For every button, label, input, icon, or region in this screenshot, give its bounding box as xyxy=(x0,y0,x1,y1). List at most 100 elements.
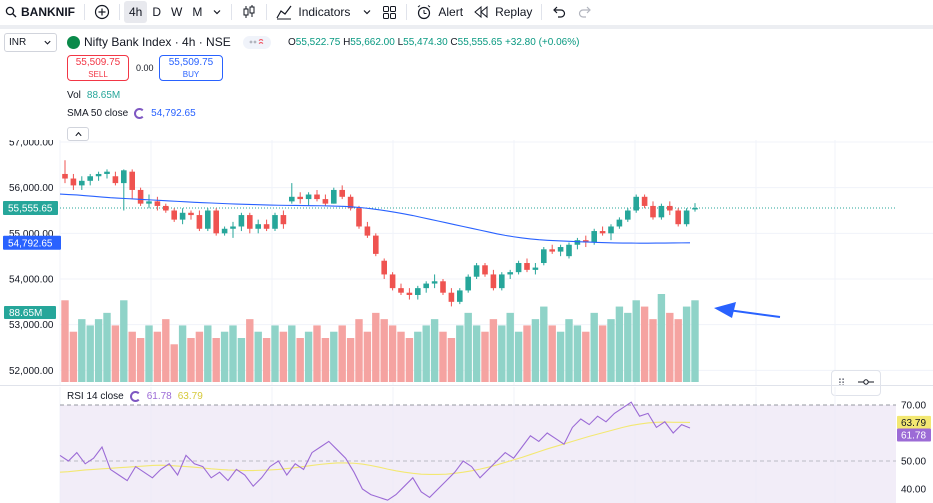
candle xyxy=(608,224,614,241)
volume-bar xyxy=(86,325,94,382)
search-icon xyxy=(5,6,17,18)
replay-button[interactable]: Replay xyxy=(468,1,537,23)
volume-bar xyxy=(136,338,145,382)
volume-bar xyxy=(145,325,153,382)
templates-button[interactable] xyxy=(377,1,402,23)
volume-bar xyxy=(430,319,439,382)
rsi-tag-bg xyxy=(897,428,931,442)
candle-body xyxy=(146,201,152,204)
candle xyxy=(465,274,471,293)
candle xyxy=(431,274,438,289)
candle-body xyxy=(154,201,161,206)
indicators-button[interactable]: Indicators xyxy=(271,1,377,23)
rsi-tag: 61.78 xyxy=(897,428,931,442)
interval-m[interactable]: M xyxy=(192,5,203,19)
candle-body xyxy=(331,189,337,204)
candle xyxy=(272,212,278,232)
candle xyxy=(230,221,236,238)
candle-body xyxy=(339,189,345,197)
volume-bar xyxy=(649,319,657,382)
candle xyxy=(423,281,429,293)
volume-bar xyxy=(498,325,506,382)
volume-bar xyxy=(346,338,355,382)
candle-body xyxy=(482,265,488,275)
volume-bar xyxy=(598,325,607,382)
candle-body xyxy=(549,249,555,252)
candle-body xyxy=(591,231,597,243)
rsi-legend[interactable]: RSI 14 close 61.78 63.79 xyxy=(67,391,203,402)
undo-button[interactable] xyxy=(546,1,572,23)
visibility-toggle-icon[interactable] xyxy=(242,35,271,49)
volume-bar xyxy=(666,312,674,382)
replay-label: Replay xyxy=(495,5,533,19)
loading-icon xyxy=(134,108,146,119)
candle-body xyxy=(406,292,413,295)
buy-button[interactable]: 55,509.75 BUY xyxy=(159,55,223,81)
rsi-value: 61.78 xyxy=(146,391,172,402)
price-tick-label: 54,000.00 xyxy=(9,275,54,286)
interval-dropdown[interactable] xyxy=(207,1,227,23)
volume-bar xyxy=(573,325,582,382)
volume-bar xyxy=(640,306,649,382)
candle-body xyxy=(163,205,169,211)
candle xyxy=(104,169,110,179)
loading-icon xyxy=(129,391,141,402)
candle-body xyxy=(364,226,371,236)
arrow-shaft xyxy=(727,309,781,318)
volume-bar xyxy=(632,300,640,382)
add-symbol-icon xyxy=(94,4,110,20)
sell-button[interactable]: 55,509.75 SELL xyxy=(67,55,129,81)
alert-button[interactable]: Alert xyxy=(411,1,468,23)
sma-price-tag-label: 54,792.65 xyxy=(8,238,53,249)
high-label: H xyxy=(343,37,351,48)
candle xyxy=(549,244,555,254)
volume-legend[interactable]: Vol 88.65M xyxy=(67,90,120,101)
candle-body xyxy=(389,274,396,289)
collapse-legend-button[interactable] xyxy=(67,127,89,141)
symbol-search[interactable]: BANKNIF xyxy=(0,1,80,23)
candle xyxy=(415,285,421,300)
spread-value: 0.00 xyxy=(136,63,154,73)
volume-bar xyxy=(254,331,262,382)
candle-body xyxy=(280,215,287,225)
volume-bar xyxy=(582,331,590,382)
volume-bar xyxy=(590,312,598,382)
compare-button[interactable] xyxy=(89,1,115,23)
candle-body xyxy=(616,219,623,227)
candle-body xyxy=(667,205,673,211)
volume-bar xyxy=(531,319,540,382)
candle xyxy=(95,171,102,181)
toolbar-separator xyxy=(0,25,933,29)
rsi-axis-ticks: 70.00 50.00 40.00 xyxy=(901,401,926,496)
toolbar-divider xyxy=(119,4,120,20)
redo-button[interactable] xyxy=(572,1,598,23)
interval-d[interactable]: D xyxy=(152,5,162,19)
rsi-line xyxy=(59,401,691,501)
ohlc-values: O55,522.75 H55,662.00 L55,474.30 C55,555… xyxy=(288,37,579,48)
volume-bar xyxy=(456,325,464,382)
candle xyxy=(675,208,681,227)
chevron-down-icon xyxy=(43,38,52,47)
candle-body xyxy=(205,210,211,229)
volume-bar xyxy=(262,338,271,382)
candle xyxy=(364,221,371,238)
candle xyxy=(574,237,581,250)
drag-handle-icon[interactable]: ⠿ xyxy=(837,377,846,390)
candle xyxy=(658,203,665,220)
currency-label: INR xyxy=(9,37,27,48)
toolbar-divider xyxy=(84,4,85,20)
candle-body xyxy=(507,272,513,275)
price-chart[interactable]: 58,000.0057,000.0056,000.0055,000.0054,0… xyxy=(0,140,933,385)
candle-body xyxy=(532,267,539,270)
volume-bar xyxy=(472,325,481,382)
interval-active[interactable]: 4h xyxy=(124,1,148,23)
symbol-legend[interactable]: Nifty Bank Index · 4h · NSE xyxy=(67,35,271,49)
sma-legend[interactable]: SMA 50 close 54,792.65 xyxy=(67,108,196,119)
currency-select[interactable]: INR xyxy=(4,33,57,52)
candle xyxy=(171,208,177,222)
candle-body xyxy=(95,173,102,177)
interval-w[interactable]: W xyxy=(171,5,183,19)
chart-type-button[interactable] xyxy=(236,1,262,23)
volume-bar xyxy=(220,331,229,382)
rsi-chart[interactable]: 70.00 50.00 40.00 63.79 61.78 xyxy=(0,385,933,503)
